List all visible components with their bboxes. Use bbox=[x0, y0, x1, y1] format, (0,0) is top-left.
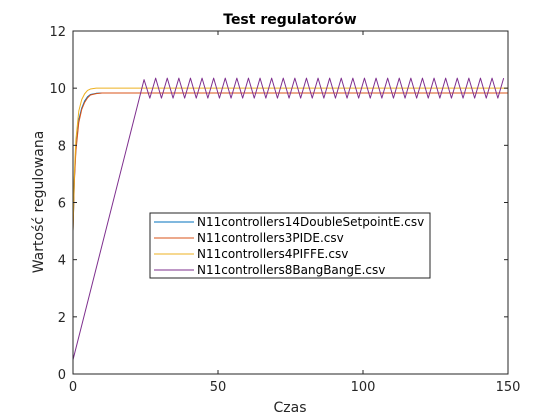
legend-label-1: N11controllers14DoubleSetpointE.csv bbox=[197, 215, 424, 229]
series-line-4 bbox=[72, 77, 505, 360]
y-tick-label: 8 bbox=[58, 139, 66, 154]
y-tick-label: 2 bbox=[58, 311, 66, 326]
legend-label-2: N11controllers3PIDE.csv bbox=[197, 231, 344, 245]
x-tick-label: 50 bbox=[210, 380, 227, 395]
y-tick-label: 10 bbox=[49, 82, 66, 97]
x-tick-label: 0 bbox=[69, 380, 77, 395]
series-layer bbox=[72, 77, 508, 360]
x-tick-label: 100 bbox=[351, 380, 376, 395]
legend-box bbox=[149, 212, 431, 279]
y-tick-label: 12 bbox=[49, 25, 66, 40]
chart-title: Test regulatorów bbox=[223, 12, 357, 28]
legend-items: N11controllers14DoubleSetpointE.csv N11co… bbox=[154, 215, 424, 277]
x-axis-label: Czas bbox=[274, 400, 307, 416]
legend: N11controllers14DoubleSetpointE.csv N11co… bbox=[149, 212, 431, 279]
legend-label-4: N11controllers8BangBangE.csv bbox=[197, 263, 385, 277]
x-tick-label: 150 bbox=[496, 380, 521, 395]
y-tick-label: 4 bbox=[58, 254, 66, 269]
y-tick-label: 6 bbox=[58, 197, 66, 212]
y-tick-label: 0 bbox=[58, 368, 66, 383]
legend-label-3: N11controllers4PIFFE.csv bbox=[197, 247, 348, 261]
ticks-layer: 0 50 100 150 0 2 4 6 8 10 12 bbox=[49, 25, 520, 395]
y-axis-label: Wartość regulowana bbox=[31, 131, 47, 274]
series-line-3 bbox=[72, 87, 508, 232]
